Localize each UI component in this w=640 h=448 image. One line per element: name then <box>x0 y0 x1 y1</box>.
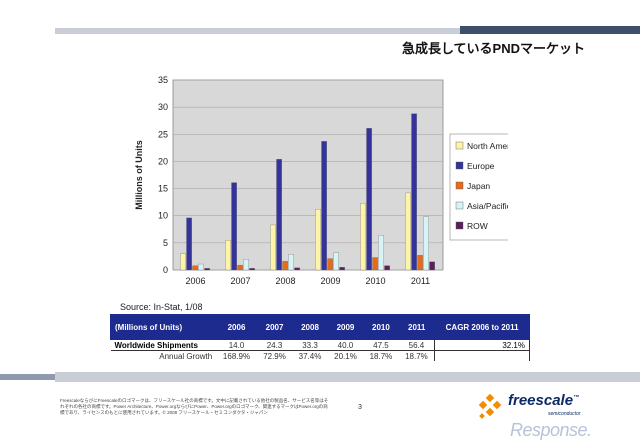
legend-swatch <box>455 221 464 230</box>
legend-swatch <box>455 181 464 190</box>
bar <box>225 239 231 271</box>
x-tick-label: 2007 <box>230 276 250 286</box>
plot-area <box>172 79 444 271</box>
y-tick-label: 25 <box>158 129 168 139</box>
bar <box>276 159 282 271</box>
bar <box>270 224 276 271</box>
bar <box>321 141 327 271</box>
y-tick-label: 30 <box>158 102 168 112</box>
source-note: Source: In-Stat, 1/08 <box>120 302 203 312</box>
y-tick-label: 35 <box>158 75 168 85</box>
bar <box>411 113 417 271</box>
bar <box>333 252 339 271</box>
legend-label: Europe <box>467 161 495 171</box>
bar-chart: 0 5 10 15 20 25 30 35 Millions of Units 2006 2007 2… <box>128 72 526 300</box>
header-accent-bar <box>460 26 640 34</box>
bar <box>366 128 372 271</box>
cagr-cell: 32.1% <box>434 339 530 351</box>
freescale-logo: freescale™ semiconductor <box>478 392 588 426</box>
x-tick-label: 2008 <box>275 276 295 286</box>
row-label: Annual Growth <box>159 351 213 361</box>
bar <box>384 265 390 271</box>
table-cell: 168.9% <box>222 351 251 361</box>
x-tick-label: 2010 <box>365 276 385 286</box>
y-tick-label: 20 <box>158 156 168 166</box>
brand-subtitle: semiconductor <box>548 411 581 417</box>
y-axis-label: Millions of Units <box>134 140 144 210</box>
bar <box>249 268 255 271</box>
bar <box>429 261 435 271</box>
table-cell: 24.3 <box>256 339 293 351</box>
bar <box>423 216 429 271</box>
freescale-logo-icon <box>478 394 502 419</box>
table-cell: 37.4% <box>298 351 322 361</box>
cagr-cell <box>434 350 530 361</box>
table-cell: 20.1% <box>334 351 357 361</box>
bar <box>360 203 366 271</box>
table-header-cell: 2009 <box>327 314 364 340</box>
bar <box>339 267 345 271</box>
bar <box>417 255 423 271</box>
page-number: 3 <box>358 404 362 411</box>
table-header-cell: 2006 <box>215 314 258 340</box>
y-tick-label: 0 <box>163 265 168 275</box>
legend-swatch <box>455 201 464 210</box>
bar <box>192 265 198 271</box>
legend-swatch <box>455 161 464 170</box>
footer-disclaimer: FreescaleならびにFreescaleのロゴマークは、フリースケール社の商… <box>60 398 329 415</box>
table-row: Worldwide Shipments 14.0 24.3 33.3 40.0 … <box>110 339 530 351</box>
slide-title: 急成長しているPNDマーケット <box>401 41 585 56</box>
footer-rule <box>55 372 640 382</box>
bar <box>378 235 384 271</box>
legend-swatch <box>455 141 464 150</box>
x-tick-label: 2011 <box>411 276 430 286</box>
table-row: Annual Growth 168.9% 72.9% 37.4% 20.1% 1… <box>111 350 530 361</box>
x-tick-label: 2009 <box>320 276 340 286</box>
table-cell: 72.9% <box>263 351 286 361</box>
bar <box>198 263 204 271</box>
bar <box>294 267 300 271</box>
cagr-header: CAGR 2006 to 2011 <box>434 314 530 340</box>
y-tick-label: 15 <box>158 184 168 194</box>
table-header-cell: (Millions of Units) <box>110 314 217 340</box>
chart-svg: 0 5 10 15 20 25 30 35 Millions of Units 2006 2007 2… <box>134 75 526 286</box>
legend-label: North America <box>467 141 508 151</box>
bar <box>243 258 249 271</box>
table-cell: 33.3 <box>292 339 328 351</box>
bar <box>327 258 333 271</box>
bar <box>405 192 411 271</box>
bar <box>231 182 237 271</box>
bar <box>372 257 378 271</box>
watermark: Response. <box>510 420 592 440</box>
legend-label: Japan <box>467 181 490 191</box>
table-cell: 14.0 <box>216 339 257 351</box>
table-header-cell: 2007 <box>256 314 293 340</box>
table-cell: 47.5 <box>363 339 399 351</box>
bar <box>186 217 192 271</box>
row-label: Worldwide Shipments <box>110 339 217 351</box>
table-cell: 40.0 <box>327 339 364 351</box>
bar <box>288 254 294 271</box>
bar <box>282 261 288 271</box>
header-rule <box>55 28 640 34</box>
table-cell: 18.7% <box>369 351 393 361</box>
brand-name: freescale™ <box>508 392 580 409</box>
x-tick-label: 2006 <box>185 276 205 286</box>
table-cell: 18.7% <box>405 351 428 361</box>
y-tick-label: 5 <box>163 238 168 248</box>
bar <box>180 253 186 271</box>
table-cell: 56.4 <box>398 339 435 351</box>
bar <box>237 264 243 271</box>
shipments-table: (Millions of Units) 2006 2007 2008 2009 … <box>110 314 530 361</box>
legend-label: ROW <box>467 221 488 231</box>
table-header-cell: 2010 <box>362 314 400 340</box>
table-header-cell: 2008 <box>291 314 329 340</box>
table-header-row: (Millions of Units) 2006 2007 2008 2009 … <box>110 314 530 340</box>
table-header-cell: 2011 <box>398 314 436 340</box>
bar <box>204 268 210 271</box>
legend-label: Asia/Pacific <box>467 201 508 211</box>
y-tick-label: 10 <box>158 211 168 221</box>
bar <box>315 209 321 271</box>
